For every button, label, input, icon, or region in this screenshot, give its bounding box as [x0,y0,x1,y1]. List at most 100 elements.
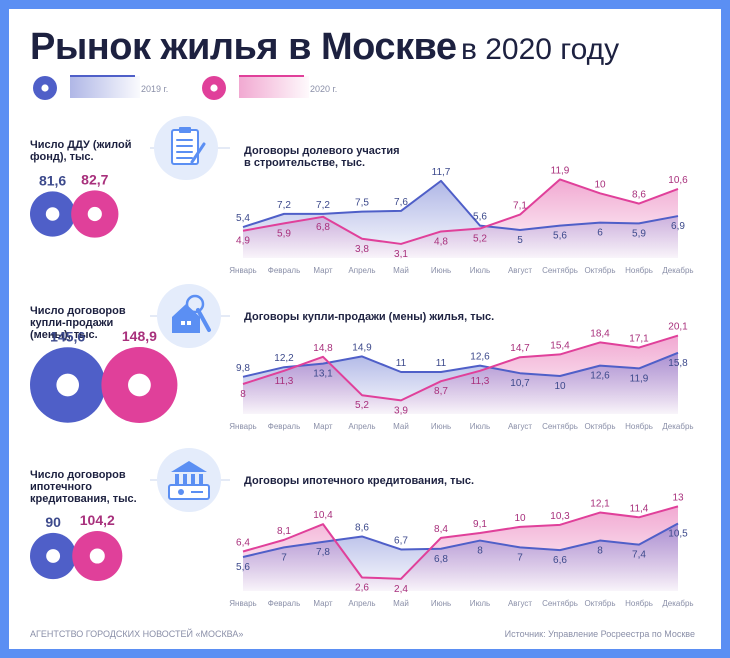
key-ring [185,294,205,314]
x-tick-label: Июнь [431,266,451,275]
total-2019-value: 81,6 [39,172,66,188]
x-tick-label: Июнь [431,599,451,608]
data-label-2019: 5,6 [236,562,250,573]
house-window [187,321,191,325]
x-tick-label: Май [393,422,409,431]
side-label-line: ипотечного [30,481,92,493]
data-label-2020: 8,6 [632,190,646,201]
legend-ring-2019 [33,76,57,100]
total-2020-value: 104,2 [80,512,115,528]
data-label-2020: 11,3 [471,376,490,387]
legend-label: 2019 г. [141,84,168,94]
bank-column [175,474,179,484]
x-tick-label: Май [393,599,409,608]
bank-column [191,474,195,484]
bank-roof [171,461,207,472]
x-tick-label: Февраль [268,422,301,431]
total-ring-2019 [29,191,76,237]
data-label-2019: 6,7 [394,535,408,546]
x-tick-label: Октябрь [584,266,615,275]
total-2020-value: 148,9 [122,328,157,344]
area-2019 [243,523,678,591]
data-label-2019: 7,2 [277,200,291,211]
data-label-2020: 17,1 [629,334,649,345]
house-keys-icon [157,284,221,348]
total-2019-value: 145,6 [50,328,85,344]
side-label-line: Число ДДУ (жилой [30,139,131,151]
data-label-2020: 2,6 [355,582,369,593]
x-tick-label: Сентябрь [542,266,578,275]
data-label-2019: 12,6 [470,352,490,363]
side-label-line: Число договоров [30,305,126,317]
x-tick-label: Ноябрь [625,599,653,608]
data-label-2019: 6 [597,228,603,239]
data-label-2020: 8 [240,389,246,400]
data-label-2019: 7,8 [316,547,330,558]
legend-label: 2020 г. [310,84,337,94]
side-label-line: Число договоров [30,469,126,481]
data-label-2019: 7,6 [394,197,408,208]
line-2019 [242,522,679,558]
x-tick-label: Июнь [431,422,451,431]
data-label-2020: 13 [672,492,684,503]
data-label-2020: 7,1 [513,201,527,212]
footer-agency: АГЕНТСТВО ГОРОДСКИХ НОВОСТЕЙ «МОСКВА» [30,629,244,639]
key-shaft [196,308,211,332]
data-label-2020: 6,4 [236,537,250,548]
data-label-2020: 18,4 [590,328,610,339]
data-label-2019: 5 [517,235,523,246]
data-label-2019: 5,9 [632,228,646,239]
data-label-2020: 5,2 [473,234,487,245]
data-label-2020: 3,1 [394,249,408,260]
data-label-2020: 14,7 [510,343,530,354]
x-tick-label: Январь [229,422,256,431]
data-label-2019: 11 [436,358,447,369]
chart-title-line: Договоры ипотечного кредитования, тыс. [244,475,474,487]
ring-hole [210,84,218,92]
x-tick-label: Июль [470,266,490,275]
area-2019 [243,180,678,258]
x-tick-label: Июль [470,422,490,431]
safe-dial [178,489,184,495]
x-tick-label: Март [313,599,332,608]
legend-ring-2020 [202,76,226,100]
data-label-2019: 8 [597,546,603,557]
total-ring-2020 [72,530,123,582]
x-tick-label: Ноябрь [625,422,653,431]
x-tick-label: Май [393,266,409,275]
data-label-2019: 9,8 [236,363,250,374]
bank-column [199,474,203,484]
data-label-2020: 11,9 [551,165,570,176]
doc-clip [179,127,191,133]
x-tick-label: Март [313,266,332,275]
data-label-2020: 9,1 [473,519,487,530]
ring-hole [45,207,60,221]
data-label-2020: 10,3 [550,511,570,522]
chart-title-line: Договоры долевого участия [244,145,400,157]
side-label-line: фонд), тыс. [30,151,94,163]
data-label-2020: 4,9 [236,236,250,247]
x-tick-label: Январь [229,266,256,275]
data-label-2020: 10 [514,513,526,524]
icon-bg [157,448,221,512]
line-2020 [242,505,679,580]
data-label-2020: 5,2 [355,400,369,411]
data-label-2020: 11,3 [275,376,294,387]
title-year: в 2020 году [460,33,620,66]
data-label-2019: 12,6 [590,371,610,382]
page-title: Рынок жилья в Москве в 2020 году [30,26,619,69]
bank-safe-icon [157,448,221,512]
chart-3: 5,6 6,4 7 8,1 7,8 10,4 8,6 2,6 6,7 2,4 6,8 8,4 8 9,1 7… [229,492,693,608]
data-label-2020: 20,1 [668,322,688,333]
data-label-2020: 8,1 [277,526,291,537]
data-label-2019: 7,2 [316,200,330,211]
data-label-2019: 13,1 [313,369,333,380]
document-pen-icon [154,116,218,180]
ring-hole [89,548,105,564]
line-2019 [242,351,679,378]
data-label-2020: 3,8 [355,244,369,255]
data-label-2019: 5,6 [553,231,567,242]
line-2019 [242,179,679,231]
legend-swatch [239,76,309,98]
data-label-2020: 3,9 [394,405,408,416]
